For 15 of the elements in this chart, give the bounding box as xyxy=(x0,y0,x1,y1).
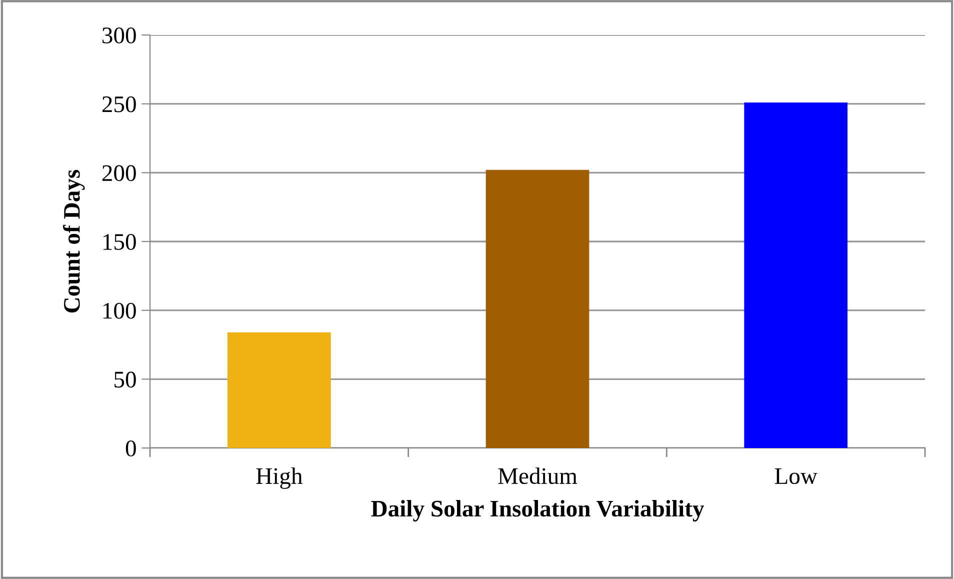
y-tick-label: 50 xyxy=(114,372,136,388)
bar xyxy=(486,170,590,448)
x-tick-label: Low xyxy=(774,468,818,484)
bar xyxy=(228,332,331,448)
y-tick-label: 0 xyxy=(126,440,136,456)
x-axis-title: Daily Solar Insolation Variability xyxy=(371,500,704,522)
x-tick-label: High xyxy=(256,467,302,489)
x-tick-label: Medium xyxy=(498,467,578,484)
y-axis-title: Count of Days xyxy=(63,170,85,312)
y-tick-label: 200 xyxy=(102,165,136,182)
y-tick-label: 150 xyxy=(103,234,136,250)
bar xyxy=(744,102,848,448)
y-tick-label: 300 xyxy=(102,27,136,44)
y-tick-label: 250 xyxy=(102,96,136,112)
y-tick-label: 100 xyxy=(103,302,136,319)
